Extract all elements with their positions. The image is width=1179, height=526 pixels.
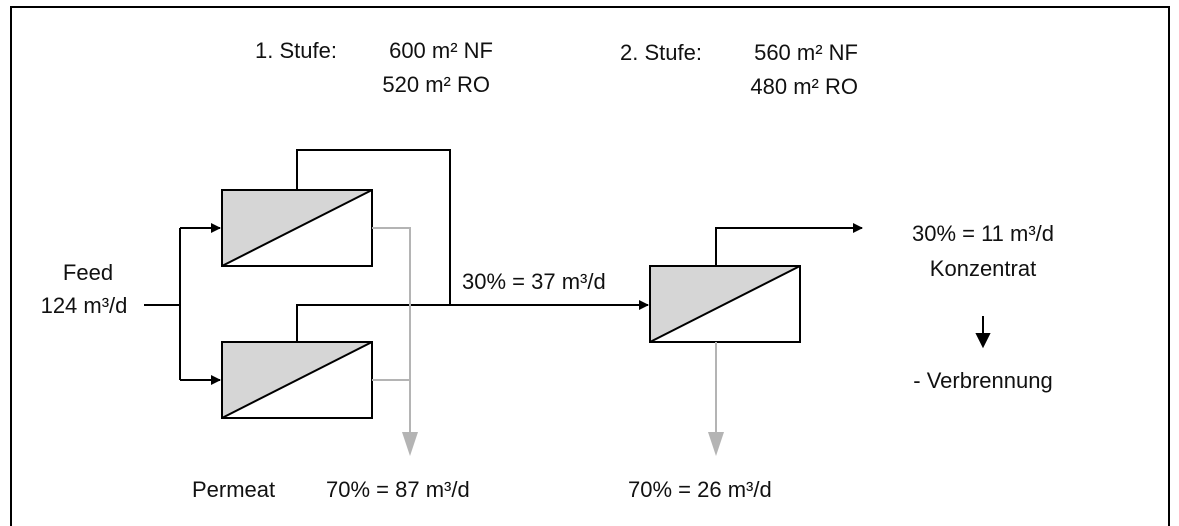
diagram-frame [10, 6, 1170, 526]
intermediate-flow-label: 30% = 37 m³/d [462, 269, 606, 294]
permeate-line-top [372, 227, 411, 440]
membrane-line [221, 189, 373, 267]
concentrate-lines-stage1 [296, 149, 649, 342]
permeate-arrow-stage2 [708, 432, 724, 456]
stage2-ro-area: 480 m² RO [750, 74, 858, 99]
concentrate-label: Konzentrat [930, 256, 1036, 281]
concentrate-lines-stage2 [715, 223, 991, 349]
concentrate-line-top [296, 149, 451, 305]
feed-lines [144, 223, 221, 385]
permeate-arrow-stage1 [402, 432, 418, 456]
module-outline [649, 265, 801, 343]
membrane-line [221, 341, 373, 419]
feed-label: Feed [63, 260, 113, 285]
module-stage1-top [221, 189, 373, 267]
stage1-nf-area: 600 m² NF [389, 38, 493, 63]
permeate-lines [372, 227, 717, 440]
arrow-down-icon-head [975, 333, 991, 349]
concentrate-destination: - Verbrennung [913, 368, 1052, 393]
module-stage2 [649, 265, 801, 343]
concentrate-arrow-to-stage2 [296, 300, 649, 342]
permeate-label: Permeat [192, 477, 275, 502]
stage2-nf-area: 560 m² NF [754, 40, 858, 65]
concentrate-flow: 30% = 11 m³/d [912, 221, 1054, 246]
module-stage1-bottom [221, 341, 373, 419]
permeate-stage2-flow: 70% = 26 m³/d [628, 477, 772, 502]
stage1-title: 1. Stufe: [255, 38, 337, 63]
membrane-line [649, 265, 801, 343]
stage2-title: 2. Stufe: [620, 40, 702, 65]
concentrate-outlet-arrow [715, 223, 863, 266]
feed-flow: 124 m³/d [41, 293, 128, 318]
stage1-ro-area: 520 m² RO [382, 72, 490, 97]
permeate-stage1-flow: 70% = 87 m³/d [326, 477, 470, 502]
